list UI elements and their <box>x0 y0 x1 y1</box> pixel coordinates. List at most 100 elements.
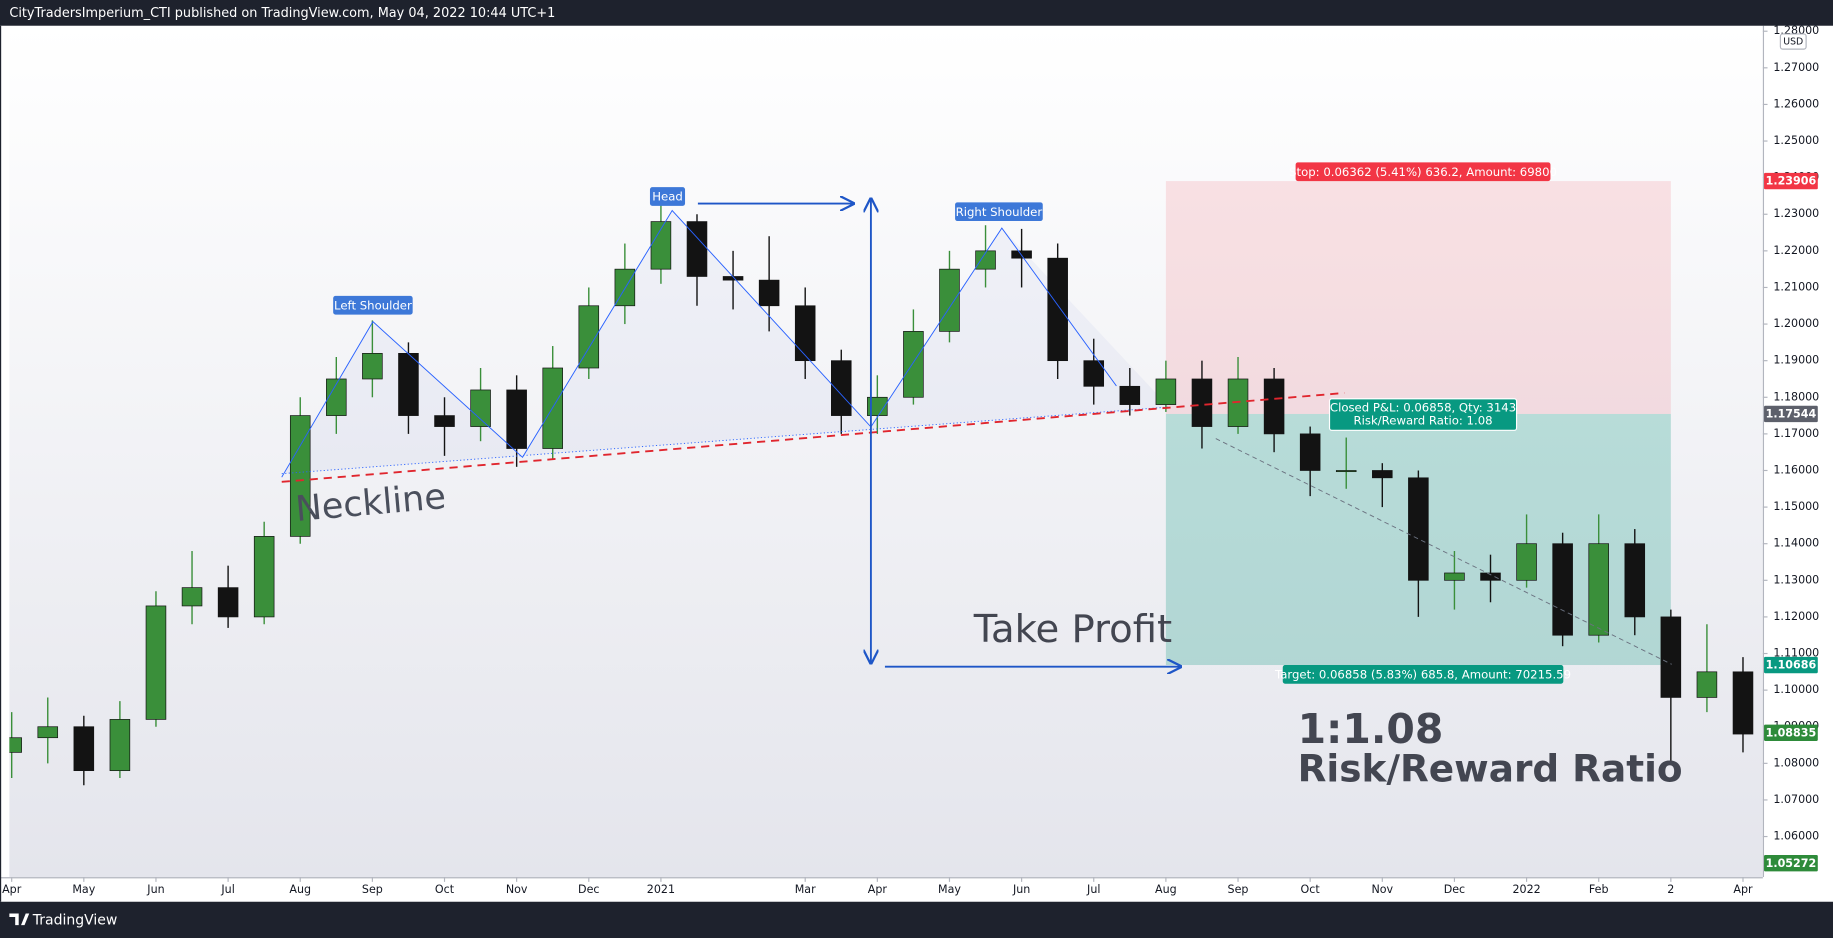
x-tick-label: Sep <box>1228 883 1249 896</box>
y-tick-label: 1.18000 <box>1773 390 1819 403</box>
y-tick-label: 1.27000 <box>1773 61 1819 74</box>
candle-body <box>1552 543 1573 636</box>
candle-body <box>1155 378 1177 405</box>
candle-body <box>362 353 383 380</box>
candle-body <box>398 353 419 416</box>
candle-body <box>1047 257 1068 362</box>
x-tick-label: Sep <box>362 883 383 896</box>
candle-body <box>289 415 311 537</box>
price-label: 1.10686 <box>1766 659 1817 672</box>
y-tick-label: 1.13000 <box>1773 573 1819 586</box>
x-tick-label: Dec <box>1444 883 1465 896</box>
pattern-line <box>281 209 1117 478</box>
x-tick-label: Aug <box>1155 883 1177 896</box>
price-label: 1.23906 <box>1766 175 1817 188</box>
position-labels: Stop: 0.06362 (5.41%) 636.2, Amount: 698… <box>1274 162 1571 684</box>
x-tick-label: May <box>938 883 961 896</box>
y-tick-label: 1.07000 <box>1773 793 1819 806</box>
y-tick-label: 1.14000 <box>1773 537 1819 550</box>
time-axis <box>0 877 1833 902</box>
y-tick-label: 1.11000 <box>1773 647 1819 660</box>
price-label-box <box>1764 855 1818 872</box>
y-tick-label: 1.06000 <box>1773 830 1819 843</box>
candle-body <box>1624 543 1646 618</box>
currency-box <box>1779 33 1807 50</box>
pattern-area <box>281 210 1170 478</box>
position-label-box <box>1295 162 1551 182</box>
candle-body <box>1119 385 1141 405</box>
candle-body <box>145 605 167 720</box>
candle-body <box>109 719 131 772</box>
x-tick-label: Jul <box>1086 883 1100 896</box>
y-tick-label: 1.22000 <box>1773 244 1819 257</box>
y-tick-label: 1.17000 <box>1773 427 1819 440</box>
candle-body <box>1660 616 1682 698</box>
x-tick-label: Aug <box>289 883 311 896</box>
x-tick-label: Jun <box>146 883 164 896</box>
y-tick-label: 1.23000 <box>1773 207 1819 220</box>
x-tick-label: 2 <box>1667 883 1674 896</box>
ratio-caption: Risk/Reward Ratio <box>1298 746 1683 790</box>
candle-body <box>758 279 780 307</box>
footer: TradingView <box>32 912 118 928</box>
candle-body <box>470 389 491 427</box>
candle-body <box>217 587 239 618</box>
candle-body <box>1480 572 1501 581</box>
candle-body <box>1191 378 1213 427</box>
position-label: Target: 0.06858 (5.83%) 685.8, Amount: 7… <box>1274 667 1571 681</box>
price-label-box <box>1764 724 1818 741</box>
tag: Right Shoulder <box>956 205 1043 219</box>
pnl-label: Closed P&L: 0.06858, Qty: 3143 <box>1330 401 1516 415</box>
candle-body <box>1335 470 1357 473</box>
candle-body <box>434 415 455 427</box>
candle-body <box>831 360 852 416</box>
y-tick-label: 1.25000 <box>1773 134 1819 147</box>
x-tick-label: 2021 <box>647 883 675 896</box>
plot <box>9 181 1754 786</box>
x-tick-label: Jun <box>1012 883 1030 896</box>
price-label-box <box>1764 172 1818 190</box>
take-profit-label: Take Profit <box>973 607 1172 652</box>
position-label-box <box>1282 665 1564 684</box>
left-border <box>0 25 2 902</box>
y-tick-label: 1.20000 <box>1773 317 1819 330</box>
x-tick-label: Oct <box>1301 883 1321 896</box>
price-label: 1.05272 <box>1766 857 1817 870</box>
price-label: 1.17544 <box>1766 408 1817 421</box>
candle-body <box>1696 671 1718 698</box>
price-label: 1.08835 <box>1766 726 1817 739</box>
candle-body <box>975 250 996 270</box>
candle-body <box>903 331 924 398</box>
y-tick-label: 1.16000 <box>1773 463 1819 476</box>
axes: 1.060001.070001.080001.090001.100001.110… <box>2 24 1819 896</box>
x-tick-label: Feb <box>1589 883 1609 896</box>
x-tick-label: Jul <box>220 883 234 896</box>
pattern-tags: Left Shoulder Head Right Shoulder <box>333 187 1043 315</box>
candle-body <box>794 305 816 362</box>
position-label: Stop: 0.06362 (5.41%) 636.2, Amount: 698… <box>1289 165 1557 179</box>
header-bar <box>0 0 1833 26</box>
y-tick-label: 1.15000 <box>1773 500 1819 513</box>
y-tick-label: 1.19000 <box>1773 354 1819 367</box>
candle-body <box>1263 378 1285 435</box>
stop-zone <box>1165 181 1671 414</box>
candle-body <box>1408 477 1429 581</box>
x-tick-label: Nov <box>1371 883 1393 896</box>
candle-body <box>1516 543 1537 581</box>
tag-box <box>333 295 413 315</box>
header: CityTradersImperium_CTI published on Tra… <box>9 6 555 21</box>
price-label-box <box>1764 405 1818 423</box>
candle-body <box>1732 671 1754 735</box>
position-boxes <box>1165 181 1671 666</box>
x-tick-label: Apr <box>2 883 22 896</box>
x-tick-label: Nov <box>506 883 528 896</box>
trade-path <box>1215 438 1672 665</box>
candle-body <box>578 305 600 369</box>
candle-body <box>253 536 275 618</box>
y-tick-label: 1.08000 <box>1773 756 1819 769</box>
candle-body <box>9 737 22 753</box>
candles <box>9 195 1754 786</box>
currency: USD <box>1783 37 1803 48</box>
x-tick-label: Dec <box>578 883 599 896</box>
